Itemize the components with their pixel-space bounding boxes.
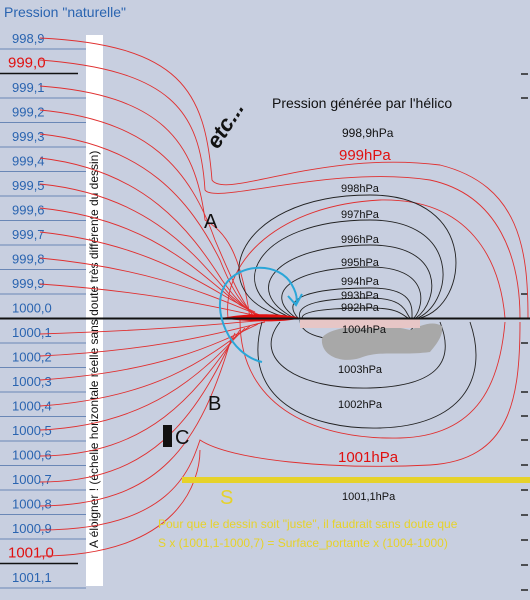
scale-label: 1000,3 xyxy=(12,374,52,389)
contour-992 xyxy=(301,307,409,319)
point-b: B xyxy=(208,393,221,415)
scale-label: 999,1 xyxy=(12,80,45,95)
label-999: 999hPa xyxy=(339,147,391,164)
point-s: S xyxy=(220,487,233,509)
scale-label: 1001,1 xyxy=(12,570,52,585)
red-contour-10 xyxy=(39,257,263,317)
red-loop-lower xyxy=(239,319,506,439)
red-contour-5 xyxy=(39,133,261,319)
label-997: 997hPa xyxy=(341,209,380,221)
airfoil-blob xyxy=(321,323,443,360)
label-996: 996hPa xyxy=(341,234,380,246)
label-994: 994hPa xyxy=(341,276,380,288)
wing-pink xyxy=(300,318,420,328)
scale-label: 999,9 xyxy=(12,276,45,291)
helico-title: Pression générée par l'hélico xyxy=(272,95,452,111)
label-998: 998hPa xyxy=(341,183,380,195)
label-1004: 1004hPa xyxy=(342,324,387,336)
scale-label: 1000,8 xyxy=(12,497,52,512)
scale-label: 1000,4 xyxy=(12,399,52,414)
contour-997 xyxy=(254,219,444,319)
black-contours xyxy=(238,194,477,429)
scale-label: 1000,6 xyxy=(12,448,52,463)
red-contours xyxy=(39,37,529,557)
point-a: A xyxy=(204,211,218,233)
point-c: C xyxy=(175,427,189,449)
scale-label: 1000,9 xyxy=(12,521,52,536)
contour-996 xyxy=(268,244,433,319)
scale-label: 999,5 xyxy=(12,178,45,193)
red-contour-16 xyxy=(39,327,246,431)
scale-label: 1000,0 xyxy=(12,301,52,316)
contour-1002 xyxy=(257,321,477,429)
scale-label: 999,7 xyxy=(12,227,45,242)
contour-995 xyxy=(281,266,422,319)
scale-label: 999,8 xyxy=(12,252,45,267)
flow-arrow xyxy=(219,266,303,363)
scale-label: 1000,7 xyxy=(12,472,52,487)
scale-label: 999,3 xyxy=(12,129,45,144)
vertical-note: A éloigner ! (échelle horizontale réelle… xyxy=(87,151,101,548)
scale-label: 998,9 xyxy=(12,31,45,46)
label-1001-1: 1001,1hPa xyxy=(342,491,396,503)
label-1001: 1001hPa xyxy=(338,449,399,466)
red-contour-1 xyxy=(39,37,529,319)
c-marker xyxy=(163,425,172,447)
pressure-scale: 998,9 999,0 999,1 999,2 999,3 999,4 999,5 999,6… xyxy=(0,31,86,589)
scale-label: 1000,1 xyxy=(12,325,52,340)
label-1003: 1003hPa xyxy=(338,364,383,376)
contour-998 xyxy=(238,194,457,319)
scale-label: 999,6 xyxy=(12,203,45,218)
contour-993 xyxy=(299,297,411,319)
label-998-9: 998,9hPa xyxy=(342,126,394,140)
red-contour-21 xyxy=(39,449,201,557)
scale-label: 1000,5 xyxy=(12,423,52,438)
note-line-1: Pour que le dessin soit "juste", il faud… xyxy=(158,517,458,531)
right-ticks xyxy=(521,73,528,591)
red-loop-upper xyxy=(227,199,506,319)
scale-label: 999,0 xyxy=(8,55,46,72)
label-992: 992hPa xyxy=(341,302,380,314)
s-bar xyxy=(182,477,530,483)
label-993: 993hPa xyxy=(341,290,380,302)
red-contour-13 xyxy=(39,321,266,357)
red-contour-4 xyxy=(39,109,256,319)
red-contour-15 xyxy=(39,325,251,407)
red-contour-2 xyxy=(39,59,521,319)
red-contour-19 xyxy=(39,335,233,507)
red-contour-20 xyxy=(39,321,521,531)
contour-1003 xyxy=(270,321,446,389)
red-contour-17 xyxy=(39,329,241,457)
contour-994 xyxy=(292,287,413,319)
scale-label: 999,2 xyxy=(12,105,45,120)
label-995: 995hPa xyxy=(341,257,380,269)
label-1002: 1002hPa xyxy=(338,399,383,411)
scale-label: 1001,0 xyxy=(8,545,54,562)
note-line-2: S x (1001,1-1000,7) = Surface_portante x… xyxy=(158,536,448,550)
scale-label: 999,4 xyxy=(12,154,45,169)
left-header: Pression "naturelle" xyxy=(4,4,126,20)
red-contour-3 xyxy=(39,85,251,319)
red-contour-9 xyxy=(39,231,256,313)
scale-label: 1000,2 xyxy=(12,350,52,365)
